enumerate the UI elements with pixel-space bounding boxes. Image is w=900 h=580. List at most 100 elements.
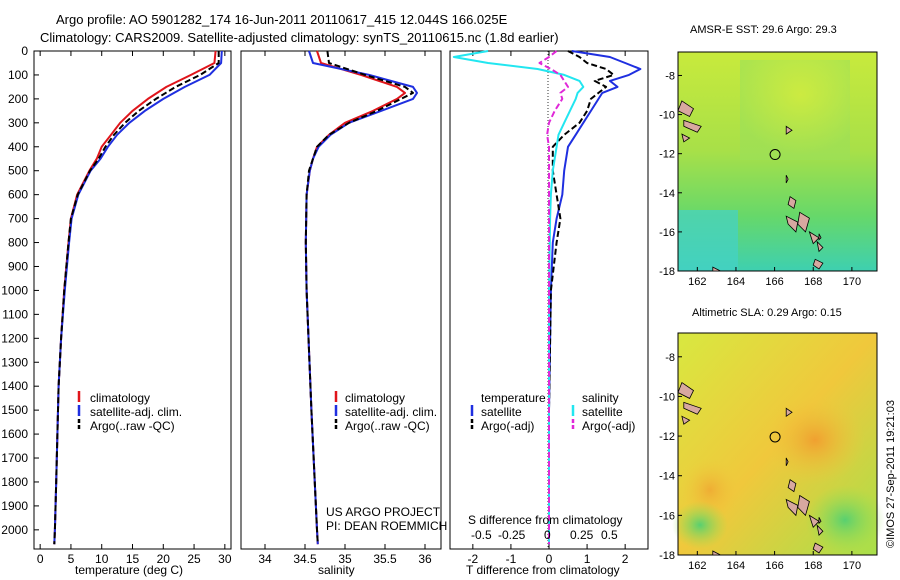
header-line-2: Climatology: CARS2009. Satellite-adjuste… [40,30,559,45]
y-tick-label: 1000 [1,283,28,297]
difference-xlabel: T difference from climatology [466,563,620,577]
timestamp: ©IMOS 27-Sep-2011 19:21:03 [885,400,897,548]
lat-tick-label: -10 [659,391,675,403]
depth-axis: 0 100 200 300 400 500 600 700 800 900 1000 1100 1200… [1,44,39,537]
sla-map: Altimetric SLA: 0.29 Argo: 0.15 -8 -10 -12… [659,307,885,572]
island [787,196,797,210]
temperature-x-axis: 0 5 10 15 20 25 30 [37,51,232,566]
s-tick: -0.5 [471,528,492,542]
sst-argo-marker [769,149,781,161]
x-tick-label: 20 [157,552,171,566]
island [785,215,799,233]
legend-t-satellite: satellite [481,405,522,419]
lat-tick-label: -18 [659,550,675,562]
series-satellite [304,50,418,545]
series-argo [304,50,414,545]
island [808,230,820,245]
credit-line-2: PI: DEAN ROEMMICH [326,519,447,533]
lat-tick-label: -10 [659,110,675,122]
lon-tick-label: 168 [804,560,822,572]
lat-tick-label: -12 [659,431,675,443]
island [816,240,824,253]
y-tick-label: 800 [8,236,28,250]
lat-tick-label: -16 [659,227,675,239]
x-tick-label: 25 [187,552,201,566]
y-tick-label: 1300 [1,355,28,369]
temperature-axes [33,50,232,550]
sst-map-axes: -8 -10 -12 -14 -16 -18 162 164 166 168 170 [659,70,861,288]
x-tick-label: 34.5 [293,552,317,566]
lon-tick-label: 168 [804,276,822,288]
y-tick-label: 1400 [1,379,28,393]
sla-map-title: Altimetric SLA: 0.29 Argo: 0.15 [692,307,842,319]
island [812,542,824,554]
x-tick-label: 15 [126,552,140,566]
x-tick-label: 0 [37,552,44,566]
lat-tick-label: -8 [665,352,675,364]
y-tick-label: 1200 [1,331,28,345]
island [785,498,799,517]
island [787,479,797,493]
lat-tick-label: -8 [665,70,675,82]
salinity-legend: climatology satellite-adj. clim. Argo(..… [334,391,437,433]
sla-map-axes: -8 -10 -12 -14 -16 -18 162 164 166 168 170 [659,352,861,572]
lon-tick-label: 164 [727,276,745,288]
x-tick-label: 1 [584,552,591,566]
x-tick-label: 2 [622,552,629,566]
y-tick-label: 500 [8,164,28,178]
island [681,133,691,143]
s-tick: -0.25 [498,528,526,542]
s-tick: 0.5 [601,528,618,542]
y-tick-label: 1800 [1,475,28,489]
salinity-x-axis: 34 34.5 35 35.5 36 [258,51,432,566]
island [785,125,793,135]
s-difference-ticks: -0.5 -0.25 0 0.25 0.5 [471,528,618,542]
lat-tick-label: -16 [659,510,675,522]
island [818,233,822,241]
y-tick-label: 2000 [1,523,28,537]
island [677,100,695,118]
series-t-satellite [548,50,642,545]
x-tick-label: 30 [218,552,232,566]
lat-tick-label: -18 [659,266,675,278]
y-tick-label: 1500 [1,403,28,417]
lat-tick-label: -14 [659,471,675,483]
lon-tick-label: 162 [688,560,706,572]
legend-s-argo: Argo(-adj) [582,419,635,433]
x-tick-label: 36 [418,552,432,566]
island [712,550,721,556]
x-tick-label: 5 [68,552,75,566]
legend-climatology: climatology [90,391,150,405]
credit-line-1: US ARGO PROJECT [326,505,441,519]
lon-tick-label: 166 [765,560,783,572]
salinity-axes [240,50,442,550]
temperature-legend: climatology satellite-adj. clim. Argo(..… [77,391,182,433]
y-tick-label: 200 [8,92,28,106]
series-s-argo [538,50,569,545]
temperature-series [53,50,223,545]
island [712,266,721,272]
y-tick-label: 100 [8,68,28,82]
s-difference-label: S difference from climatology [468,513,623,527]
legend-s-satellite: satellite [582,405,623,419]
x-tick-label: -2 [468,552,479,566]
island [681,415,691,425]
legend-satellite: satellite-adj. clim. [90,405,182,419]
island [812,258,824,270]
sst-cool-patch [678,210,738,271]
island [816,524,824,537]
x-tick-label: 0 [546,552,553,566]
island [797,211,810,233]
header-line-1: Argo profile: AO 5901282_174 16-Jun-2011… [56,12,508,27]
sla-low-patch-2 [805,485,885,555]
y-tick-label: 1600 [1,427,28,441]
temperature-panel: 0100200300400500600700800900100011001200… [1,44,232,577]
sla-high-patch [765,395,865,485]
island [785,457,789,466]
legend-argo: Argo(..raw -QC) [90,419,175,433]
x-tick-label: 34 [258,552,272,566]
salinity-panel: 34 34.5 35 35.5 36 salinity climatology sate… [240,50,447,577]
legend-argo: Argo(..raw -QC) [345,419,430,433]
island [683,401,702,415]
